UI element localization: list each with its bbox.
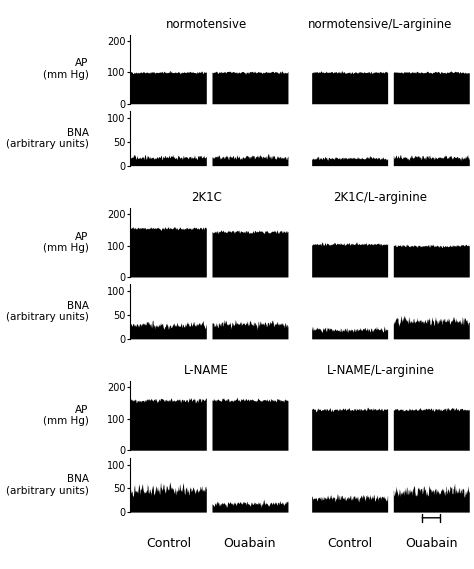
Y-axis label: AP
(mm Hg): AP (mm Hg) xyxy=(43,232,89,253)
Text: Ouabain: Ouabain xyxy=(405,537,457,550)
Text: Control: Control xyxy=(327,537,372,550)
Text: L-NAME/L-arginine: L-NAME/L-arginine xyxy=(327,364,435,377)
Text: L-NAME: L-NAME xyxy=(184,364,229,377)
Text: Control: Control xyxy=(146,537,191,550)
Y-axis label: AP
(mm Hg): AP (mm Hg) xyxy=(43,405,89,426)
Text: 2K1C: 2K1C xyxy=(191,191,222,204)
Text: normotensive: normotensive xyxy=(166,18,247,31)
Y-axis label: AP
(mm Hg): AP (mm Hg) xyxy=(43,59,89,80)
Y-axis label: BNA
(arbitrary units): BNA (arbitrary units) xyxy=(6,301,89,323)
Text: Ouabain: Ouabain xyxy=(224,537,276,550)
Text: 30 sec: 30 sec xyxy=(414,501,449,511)
Text: 2K1C/L-arginine: 2K1C/L-arginine xyxy=(334,191,428,204)
Y-axis label: BNA
(arbitrary units): BNA (arbitrary units) xyxy=(6,127,89,149)
Text: normotensive/L-arginine: normotensive/L-arginine xyxy=(309,18,453,31)
Y-axis label: BNA
(arbitrary units): BNA (arbitrary units) xyxy=(6,474,89,496)
